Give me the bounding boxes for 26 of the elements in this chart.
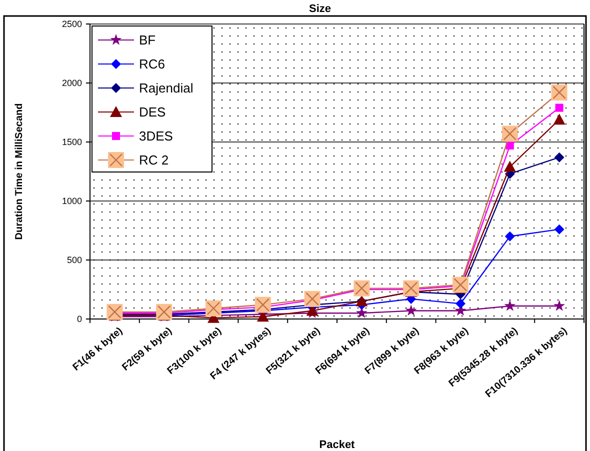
legend-label: RC 2 [139,152,169,168]
y-axis-title: Duration Time in MilliSecand [14,103,25,240]
y-tick-label: 2500 [62,19,82,30]
legend-label: DES [139,104,166,120]
legend-label: 3DES [139,128,174,144]
point [405,304,417,316]
point [456,298,466,309]
legend-label: BF [139,32,156,48]
y-tick-label: 1000 [62,196,82,206]
point [554,152,564,162]
point [504,160,516,172]
x-axis-title: Packet [319,439,356,451]
point [504,231,515,242]
point [504,300,516,311]
y-tick-label: 500 [66,255,82,266]
y-tick-label: 1500 [62,137,82,148]
chart-title: Size [308,3,332,15]
legend-label: RC6 [139,56,166,72]
legend-label: Rajendial [139,80,194,96]
y-tick-label: 0 [76,314,82,324]
point [553,114,566,125]
point [506,142,514,150]
y-tick-label: 2000 [62,78,82,88]
point [554,224,564,234]
point [555,104,564,112]
point [554,300,566,311]
